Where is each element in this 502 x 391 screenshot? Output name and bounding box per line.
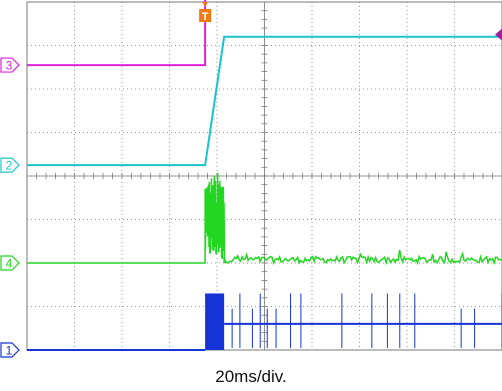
channel-marker-ch3 [0,57,20,73]
channel-marker-ch2 [0,157,20,173]
timebase-label: 20ms/div. [215,367,287,386]
channel-marker-label: 1 [6,344,13,358]
trigger-marker [199,9,212,22]
channel-marker-label: 3 [6,59,13,73]
channel-marker-label: 2 [6,159,13,173]
oscilloscope-screen: 3 2 4 1 T [0,0,502,358]
trigger-arrow-icon [202,2,209,7]
markers: 3 2 4 1 T [0,2,502,358]
trigger-marker-label: T [202,11,209,23]
channel-marker-ch1 [0,342,20,358]
channel-marker-label: 4 [6,257,13,271]
trace-ch1-pulses [231,293,502,348]
grid [26,1,502,351]
trace-ch1-block [205,293,225,350]
trace-ch2 [27,35,502,167]
channel-marker-ch4 [0,255,20,271]
trace-ch4 [27,173,502,266]
trigger-level-icon [495,28,502,41]
